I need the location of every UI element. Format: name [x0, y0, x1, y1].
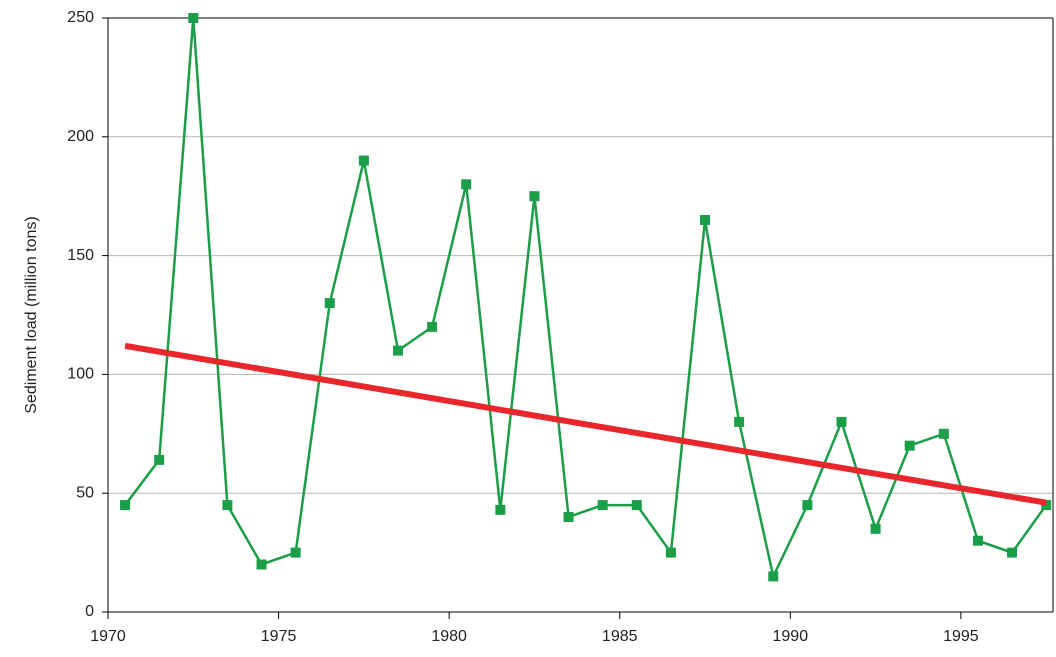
marker — [972, 535, 983, 546]
marker — [324, 298, 335, 309]
marker — [461, 179, 472, 190]
data-line — [124, 17, 1048, 581]
marker — [495, 504, 506, 515]
marker — [222, 500, 233, 511]
marker — [938, 428, 949, 439]
marker — [802, 500, 813, 511]
marker — [700, 214, 711, 225]
marker — [631, 500, 642, 511]
marker — [1007, 547, 1018, 558]
marker — [188, 13, 199, 23]
marker — [904, 440, 915, 451]
marker — [1041, 500, 1052, 511]
y-tick-label: 200 — [67, 128, 94, 145]
x-tick-label: 1995 — [943, 628, 979, 645]
marker — [154, 454, 165, 465]
marker — [120, 500, 131, 511]
x-tick-label: 1990 — [773, 628, 809, 645]
marker — [597, 500, 608, 511]
x-tick-label: 1980 — [431, 628, 467, 645]
marker — [870, 523, 881, 534]
trend-line — [124, 342, 1047, 506]
marker — [256, 559, 267, 570]
marker — [427, 321, 438, 332]
marker — [290, 547, 301, 558]
marker — [836, 416, 847, 427]
marker — [392, 345, 403, 356]
x-tick-label: 1970 — [90, 628, 126, 645]
marker — [358, 155, 369, 166]
marker — [665, 547, 676, 558]
x-tick-label: 1985 — [602, 628, 638, 645]
y-axis-label: Sediment load (million tons) — [23, 216, 40, 413]
y-tick-label: 150 — [67, 247, 94, 264]
x-tick-label: 1975 — [261, 628, 297, 645]
y-tick-label: 100 — [67, 366, 94, 383]
marker — [768, 571, 779, 582]
marker — [734, 416, 745, 427]
y-tick-label: 250 — [67, 9, 94, 26]
y-tick-label: 50 — [76, 484, 94, 501]
marker — [563, 511, 574, 522]
marker — [529, 191, 540, 202]
y-tick-label: 0 — [85, 603, 94, 620]
